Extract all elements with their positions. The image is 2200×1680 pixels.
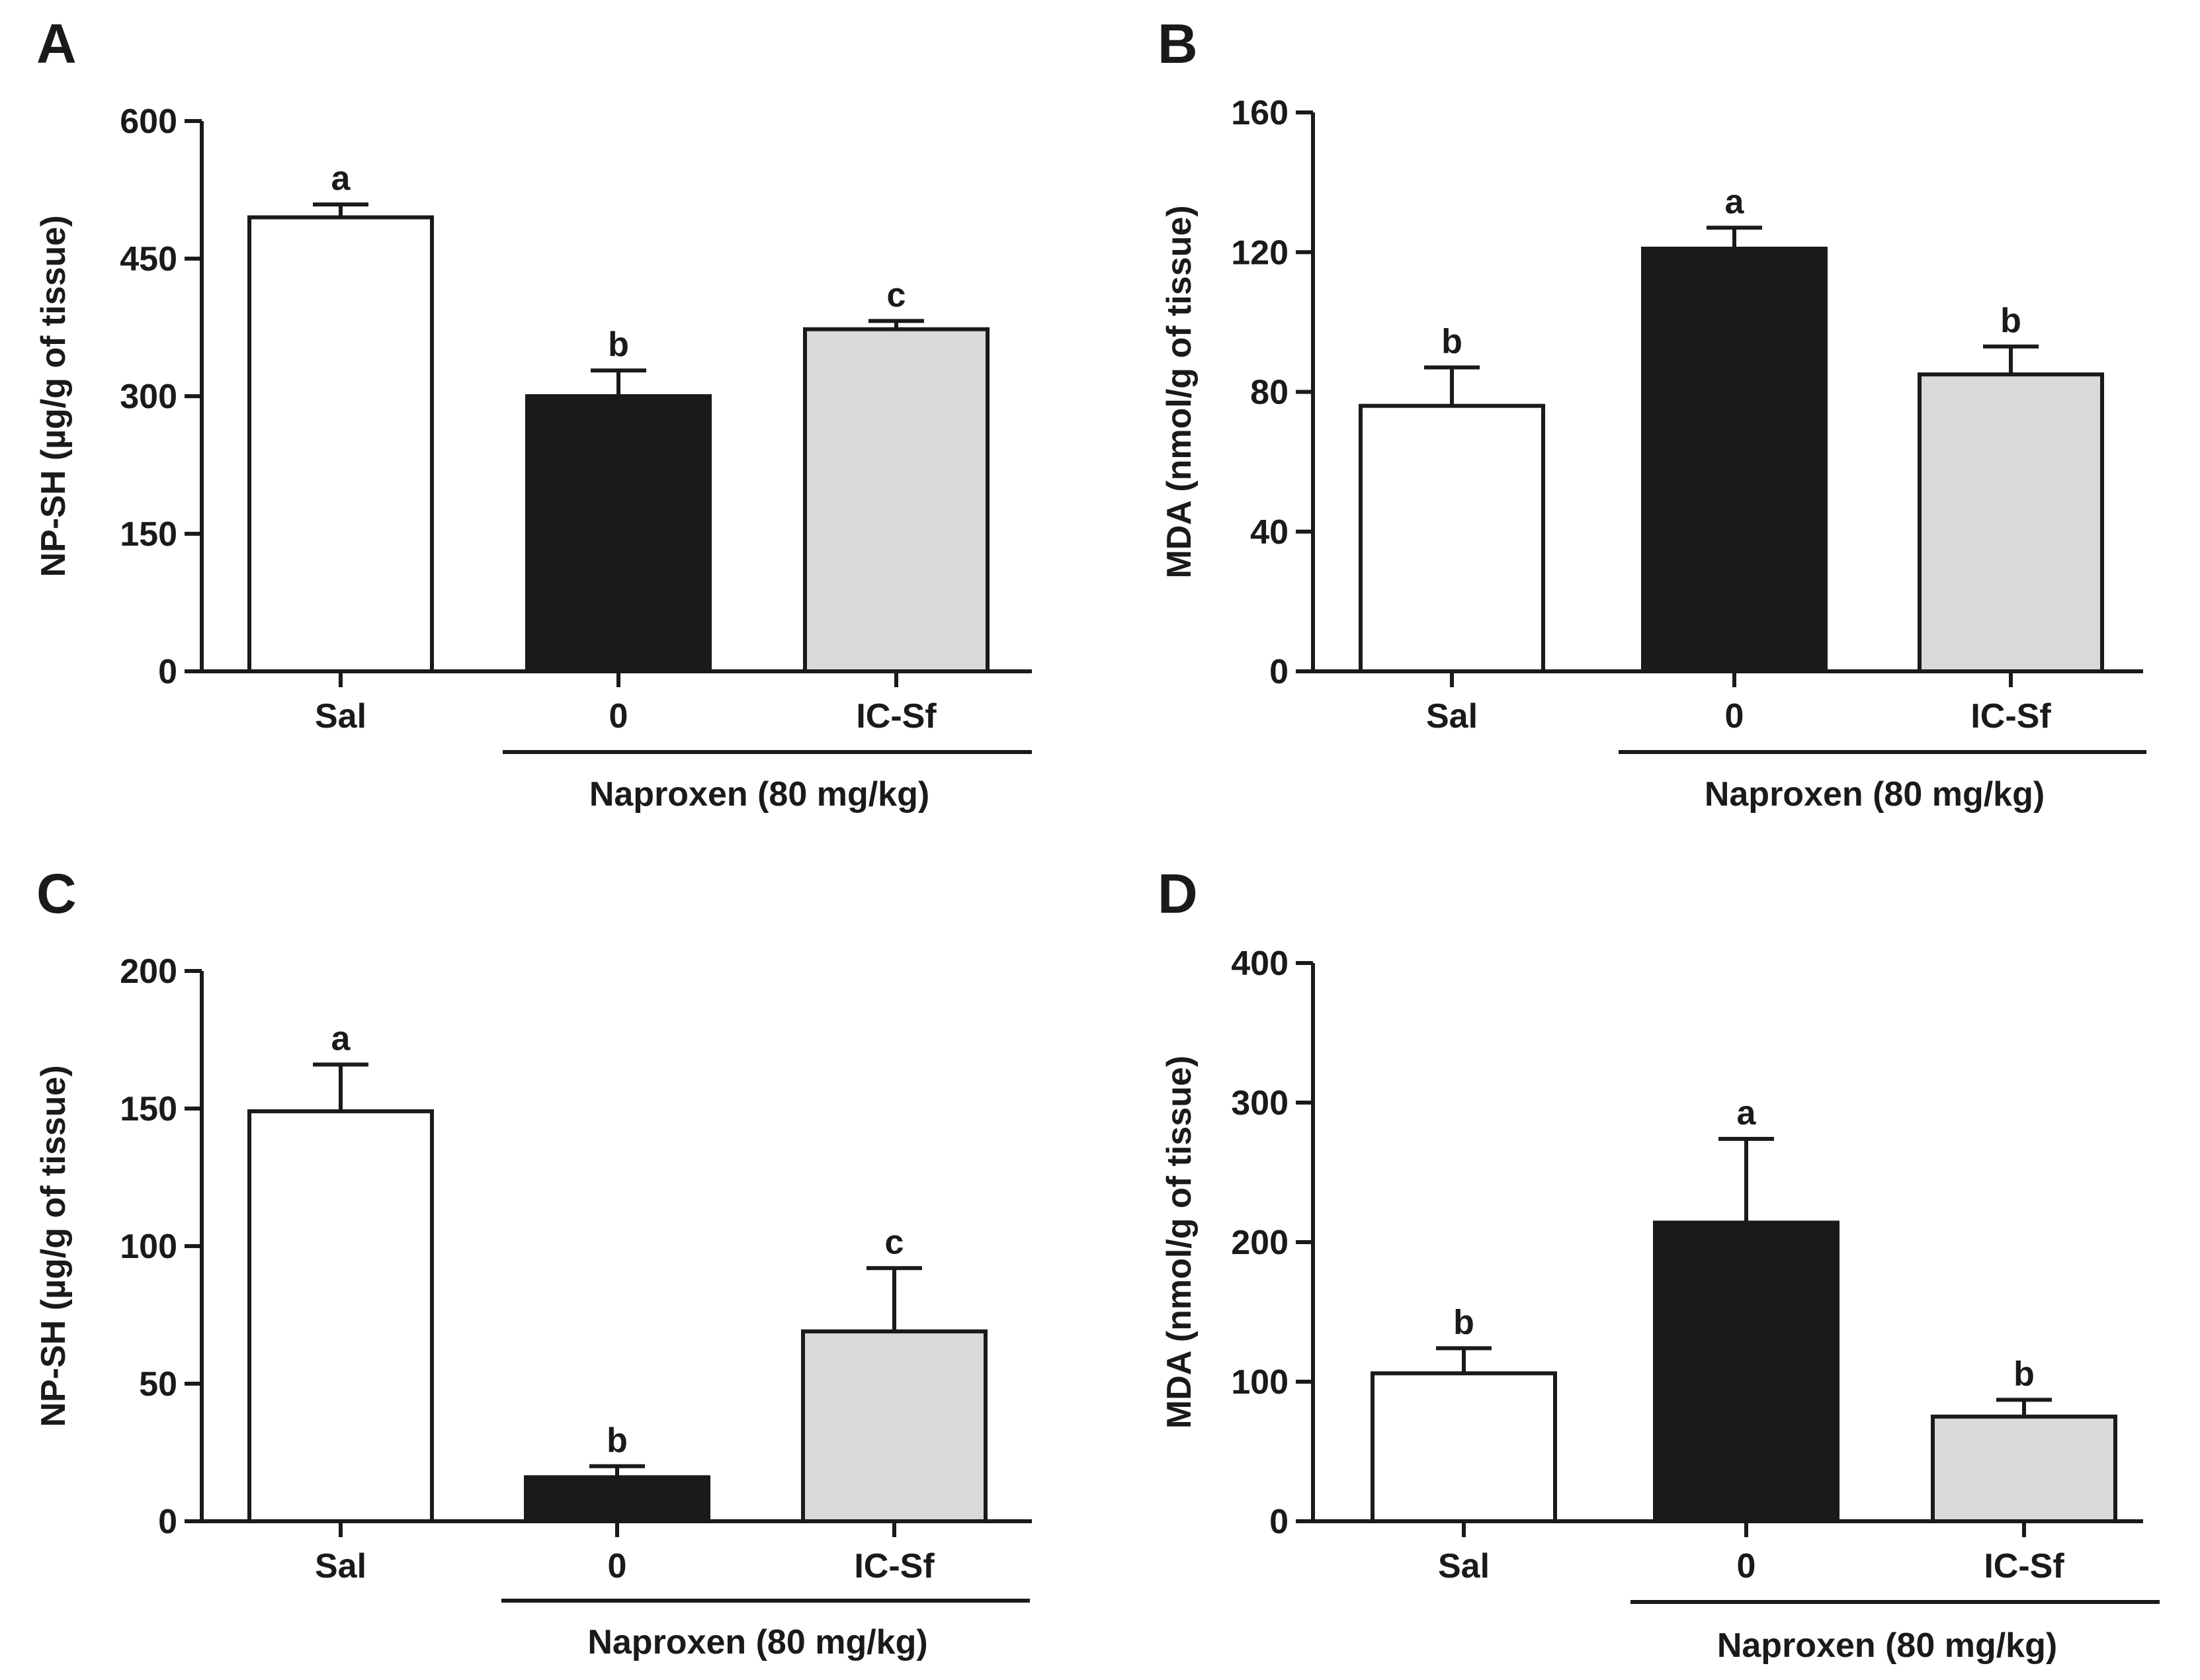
bar-sal: [1359, 403, 1545, 673]
category-label: Sal: [1426, 697, 1478, 735]
group-label: Naproxen (80 mg/kg): [1717, 1626, 2057, 1665]
significance-label: a: [1737, 1094, 1757, 1132]
bar-sal: [1371, 1371, 1557, 1524]
bar-0: [525, 394, 712, 673]
category-label: Sal: [315, 697, 366, 735]
significance-label: a: [331, 1019, 351, 1058]
group-label: Naproxen (80 mg/kg): [1705, 775, 2045, 814]
y-tick-label: 150: [120, 515, 177, 554]
significance-label: b: [1453, 1303, 1474, 1341]
significance-label: c: [887, 276, 906, 314]
category-label: 0: [609, 697, 628, 735]
group-label: Naproxen (80 mg/kg): [589, 775, 929, 814]
y-tick-label: 120: [1231, 233, 1289, 272]
y-tick-label: 0: [158, 653, 177, 691]
panel-b: Bb Sal a 0 b IC-Sf 0 40 80 120 160 MDA (nmol/g of t…: [1158, 13, 2146, 814]
y-axis-title: NP-SH (µg/g of tissue): [34, 215, 73, 577]
bar-ic-sf: [801, 1329, 988, 1523]
panel-letter: B: [1158, 13, 1198, 75]
panel-a: Aa Sal b 0 c IC-Sf 0 150 300 450 600 NP-SH (µg/g of…: [34, 13, 1032, 814]
bar-ic-sf: [1931, 1414, 2117, 1523]
y-axis-title: MDA (nmol/g of tissue): [1160, 205, 1199, 578]
significance-label: a: [331, 159, 351, 198]
y-tick-label: 200: [1231, 1224, 1289, 1262]
y-tick-label: 400: [1231, 945, 1289, 983]
y-tick-label: 160: [1231, 94, 1289, 132]
bar-0: [1653, 1220, 1840, 1523]
category-label: IC-Sf: [854, 1547, 935, 1585]
category-label: IC-Sf: [1970, 697, 2051, 735]
y-tick-label: 100: [120, 1228, 177, 1266]
category-label: 0: [608, 1547, 627, 1585]
category-label: 0: [1725, 697, 1744, 735]
y-tick-label: 200: [120, 952, 177, 991]
y-tick-label: 450: [120, 240, 177, 278]
panel-letter: C: [36, 862, 77, 925]
significance-label: a: [1725, 183, 1745, 221]
significance-label: c: [885, 1223, 904, 1261]
y-tick-label: 0: [158, 1503, 177, 1541]
significance-label: b: [607, 1421, 628, 1460]
y-tick-label: 50: [139, 1365, 177, 1404]
panel-letter: D: [1158, 862, 1198, 925]
significance-label: b: [2000, 302, 2021, 340]
y-tick-label: 100: [1231, 1363, 1289, 1402]
y-tick-label: 0: [1269, 653, 1289, 691]
y-tick-label: 600: [120, 103, 177, 141]
category-label: Sal: [315, 1547, 366, 1585]
category-label: 0: [1737, 1547, 1756, 1585]
y-tick-label: 150: [120, 1090, 177, 1128]
category-label: Sal: [1438, 1547, 1490, 1585]
y-tick-label: 300: [120, 378, 177, 416]
bar-0: [1641, 246, 1828, 673]
group-label: Naproxen (80 mg/kg): [587, 1623, 927, 1661]
y-axis-title: NP-SH (µg/g of tissue): [34, 1065, 73, 1427]
category-label: IC-Sf: [856, 697, 937, 735]
y-axis-title: MDA (nmol/g of tissue): [1160, 1056, 1199, 1429]
panel-letter: A: [36, 13, 77, 75]
category-label: IC-Sf: [1984, 1547, 2064, 1585]
panel-c: Ca Sal b 0 c IC-Sf 0 50 100 150 200 NP-SH (µg/g of …: [34, 862, 1032, 1661]
significance-label: b: [2013, 1355, 2035, 1393]
bar-0: [524, 1475, 710, 1523]
significance-label: b: [608, 325, 629, 364]
y-tick-label: 40: [1250, 513, 1289, 552]
y-tick-label: 0: [1269, 1503, 1289, 1541]
panel-d: Db Sal a 0 b IC-Sf 0 100 200 300 400 MDA (nmol/g of…: [1158, 862, 2160, 1665]
bar-sal: [247, 215, 434, 674]
bar-ic-sf: [1918, 372, 2104, 673]
bar-ic-sf: [803, 327, 990, 674]
significance-label: b: [1441, 323, 1462, 361]
bar-sal: [247, 1109, 434, 1524]
y-tick-label: 80: [1250, 374, 1289, 412]
y-tick-label: 300: [1231, 1084, 1289, 1122]
